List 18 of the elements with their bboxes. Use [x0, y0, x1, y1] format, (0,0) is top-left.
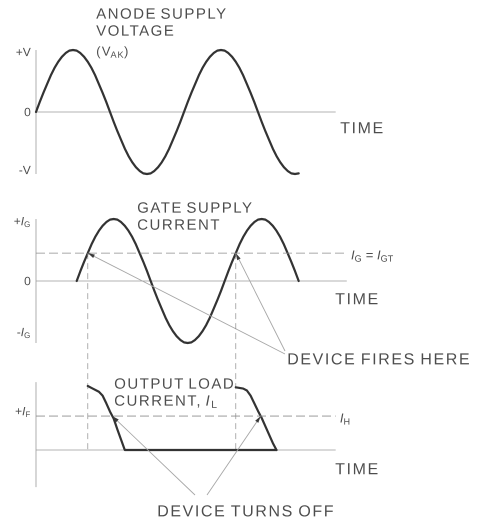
text: +I$_{G}$: [14, 216, 30, 228]
text: 0: [24, 108, 30, 116]
text: DEVICE TURNS OFF: [158, 505, 333, 517]
text: 0: [24, 276, 30, 286]
chart-subtitle: (V$_{AK}$): [97, 46, 128, 58]
ref-line-label: I$_{G}$ = I$_{GT}$: [352, 250, 394, 262]
chart-title: OUTPUT LOAD CURRENT, I$_{L}$: [114, 378, 233, 408]
chart-title: GATE SUPPLY CURRENT: [138, 202, 252, 230]
text: -V: [19, 166, 31, 174]
text: -I$_{G}$: [17, 328, 30, 338]
chart-title: ANODE SUPPLY VOLTAGE: [96, 8, 226, 36]
x-axis-title: TIME: [340, 122, 383, 134]
ref-line-label: I$_{H}$: [340, 414, 350, 425]
x-axis-title: TIME: [336, 293, 378, 304]
text: +V: [16, 48, 31, 56]
text: +I$_{F}$: [16, 406, 30, 418]
text: DEVICE FIRES HERE: [288, 353, 469, 365]
x-axis-title: TIME: [336, 463, 378, 474]
